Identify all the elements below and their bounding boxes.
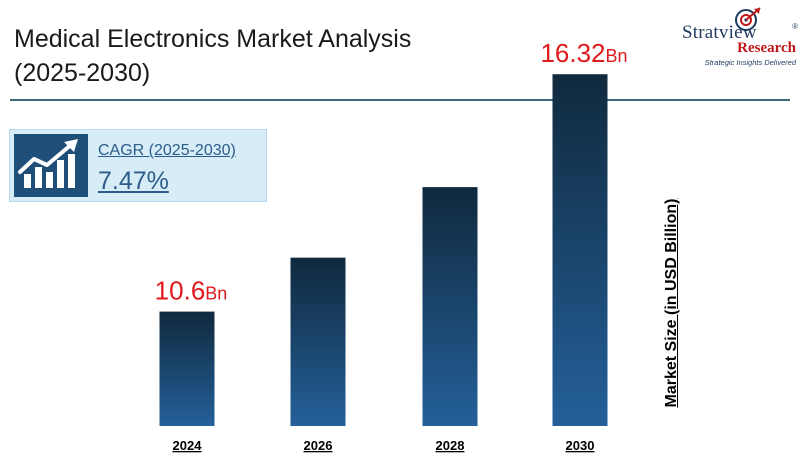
- bar-2024: [159, 311, 215, 426]
- bar-2030: [552, 74, 608, 426]
- growth-chart-icon: [14, 134, 88, 197]
- bar-2028: [422, 187, 478, 426]
- x-tick-label-2026: 2026: [304, 438, 333, 453]
- bar-2026: [290, 257, 346, 426]
- title-line-1: Medical Electronics Market Analysis: [14, 25, 412, 53]
- logo-tagline: Strategic Insights Delivered: [704, 58, 796, 67]
- logo-registered-mark: ®: [792, 22, 798, 31]
- target-arrow-icon: [735, 7, 761, 31]
- stratview-logo: Stratview ® Research Strategic Insights …: [680, 4, 798, 67]
- cagr-panel: CAGR (2025-2030) 7.47%: [9, 129, 267, 202]
- x-tick-label-2024: 2024: [173, 438, 203, 453]
- x-tick-label-2028: 2028: [436, 438, 465, 453]
- data-label-2024: 10.6Bn: [155, 276, 228, 306]
- page-title: Medical Electronics Market Analysis (202…: [14, 22, 534, 90]
- cagr-label[interactable]: CAGR (2025-2030): [98, 142, 236, 159]
- header-divider: [10, 99, 790, 101]
- x-tick-label-2030: 2030: [566, 438, 595, 453]
- y-axis-label: Market Size (in USD Billion): [663, 198, 680, 408]
- bars-group: [159, 74, 608, 426]
- title-line-2: (2025-2030): [14, 59, 151, 87]
- logo-brand-research: Research: [737, 40, 796, 56]
- data-label-2030: 16.32Bn: [540, 38, 627, 68]
- labels-group: 2024 2026 2028 2030 10.6Bn 16.32Bn: [155, 38, 628, 453]
- logo-brand-stratview: Stratview: [682, 22, 757, 43]
- cagr-value[interactable]: 7.47%: [98, 167, 169, 195]
